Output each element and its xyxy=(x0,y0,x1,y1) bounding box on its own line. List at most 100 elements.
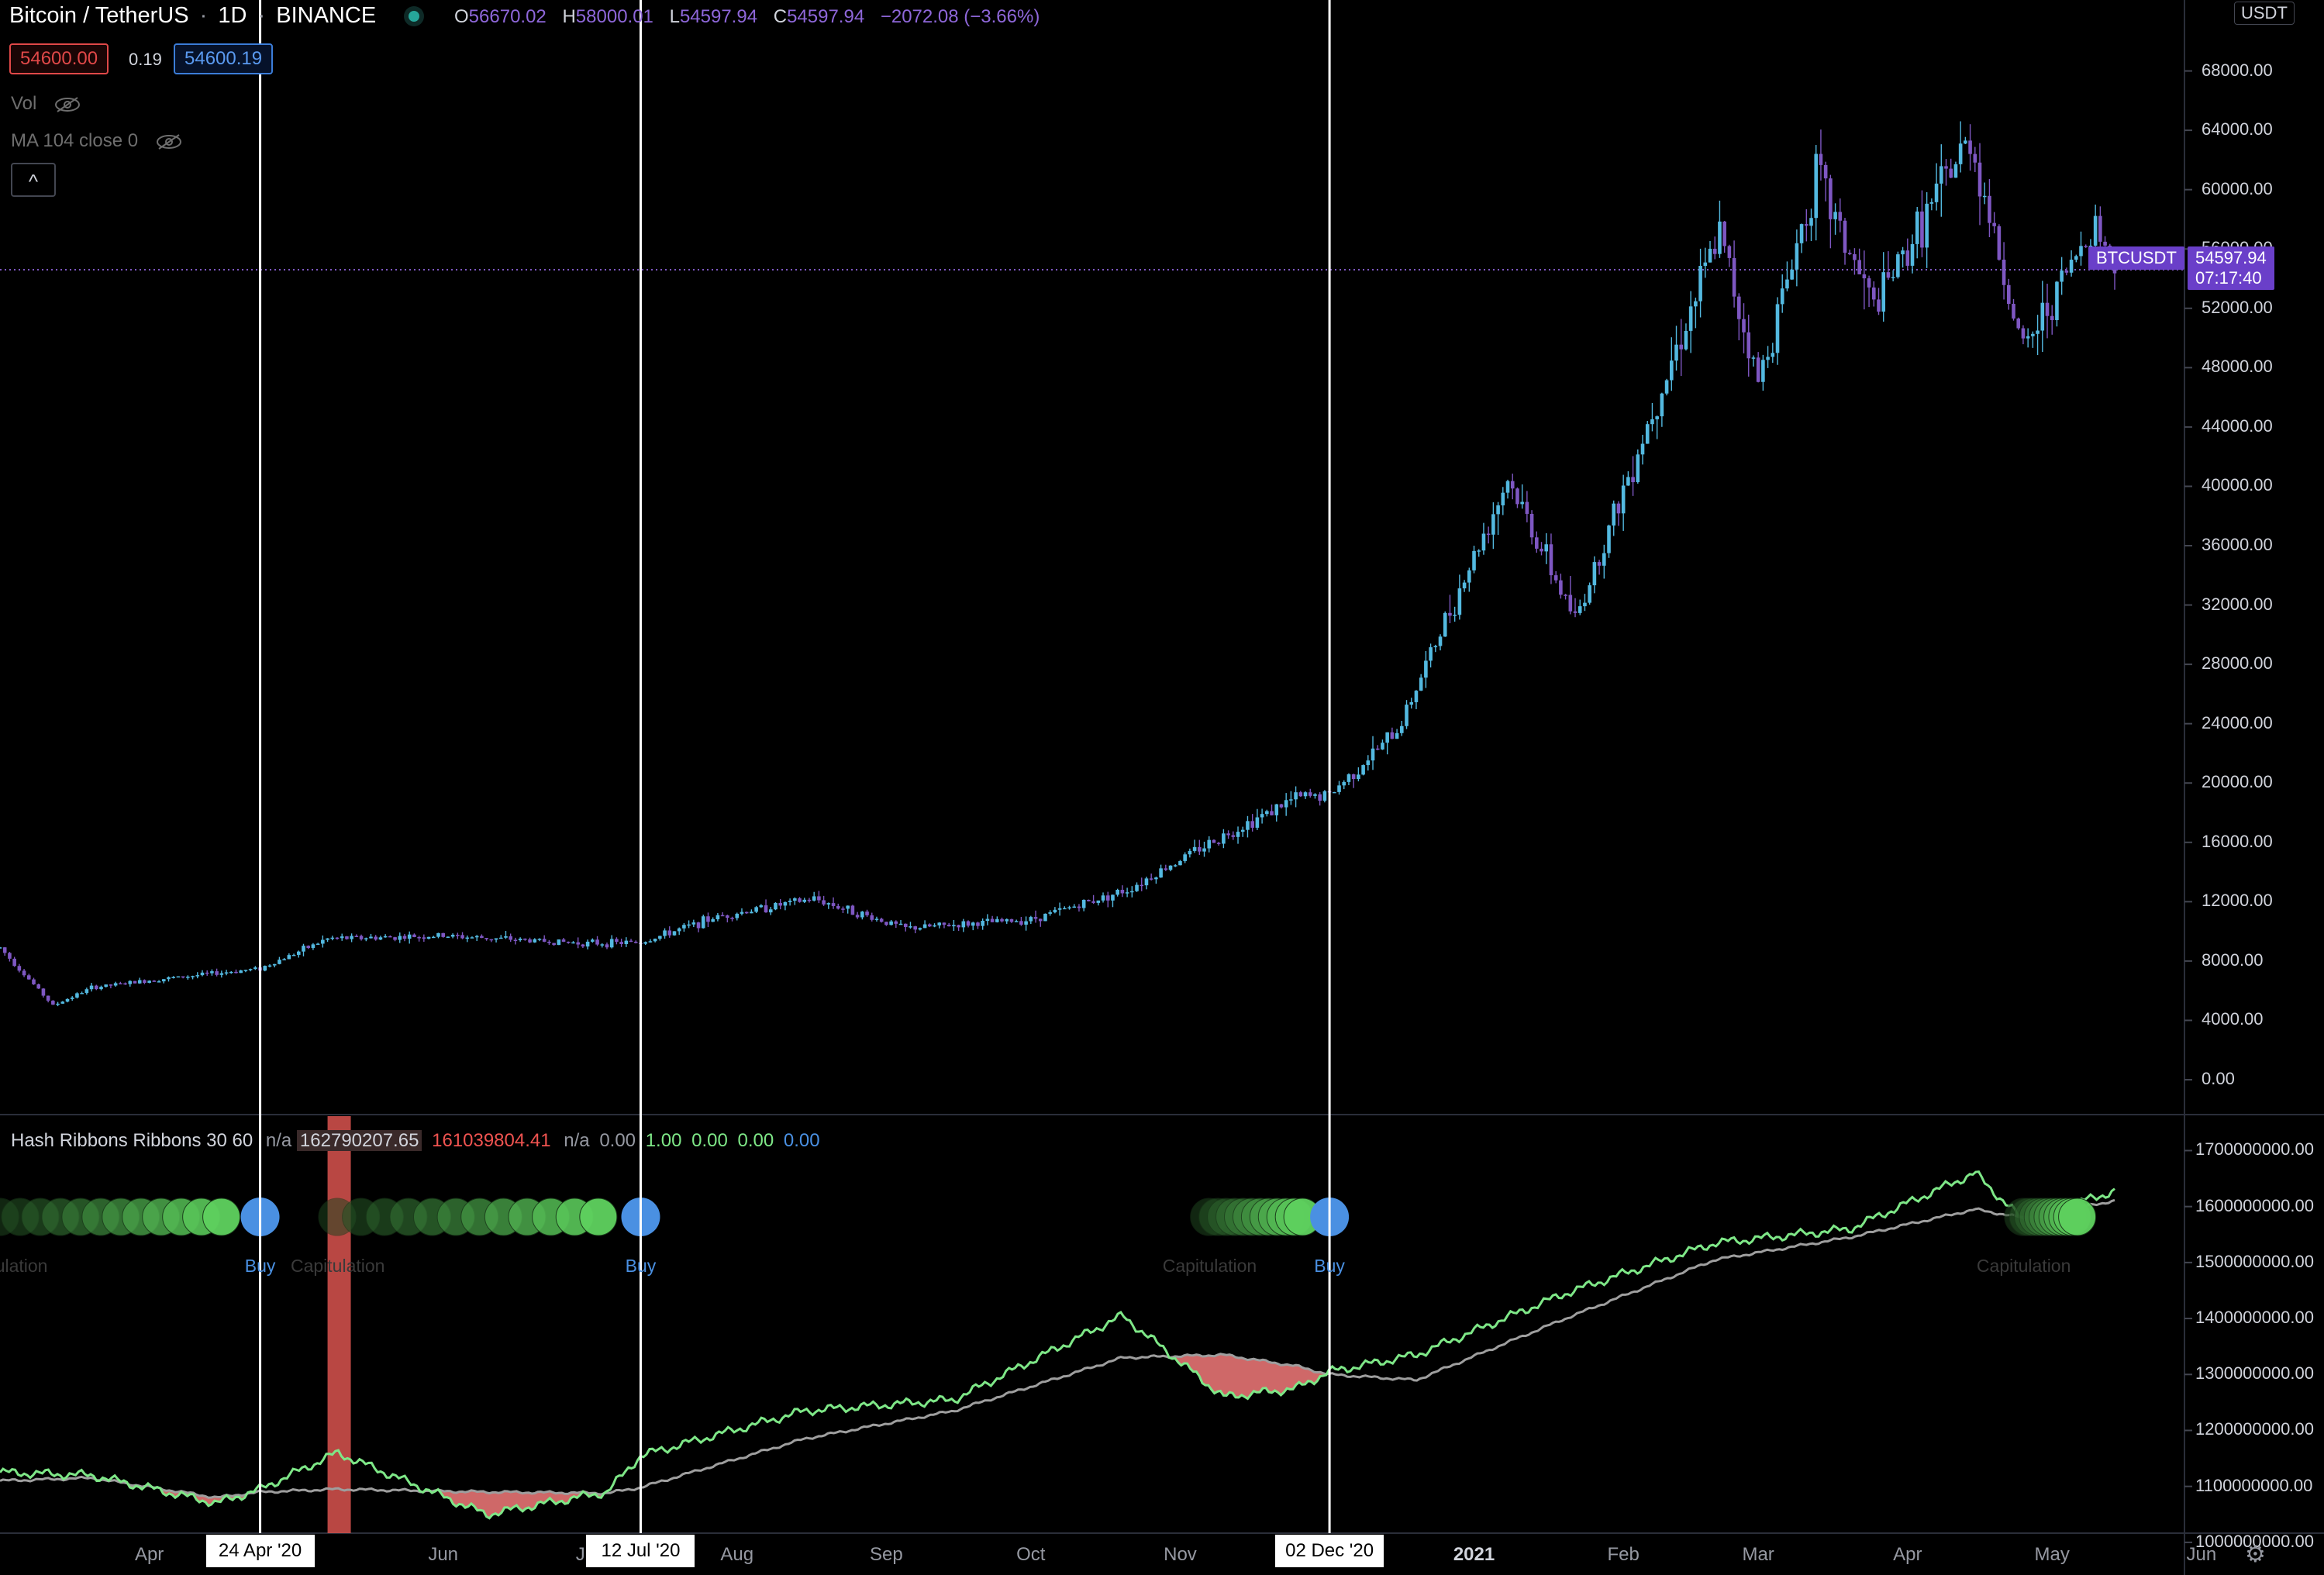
candle-body xyxy=(1144,878,1149,886)
candle-body xyxy=(2103,241,2107,246)
candle-body xyxy=(1843,220,1847,253)
candle-body xyxy=(99,987,103,990)
candle-body xyxy=(1322,791,1327,801)
candle-body xyxy=(1814,153,1819,219)
symbol-name[interactable]: Bitcoin / TetherUS xyxy=(9,3,189,28)
candle-body xyxy=(1115,890,1119,895)
candle-body xyxy=(1829,178,1833,219)
candle-body xyxy=(533,939,537,943)
candle-body xyxy=(903,923,908,927)
candle-body xyxy=(1207,839,1212,849)
candle-body xyxy=(922,924,927,929)
currency-badge[interactable]: USDT xyxy=(2234,2,2295,25)
candle-body xyxy=(465,937,470,939)
price-tick-label: 36000.00 xyxy=(2202,535,2273,554)
price-tick-label: 16000.00 xyxy=(2202,831,2273,851)
candle-body xyxy=(894,921,898,924)
candle-body xyxy=(715,915,720,919)
candle-body xyxy=(585,941,590,947)
candle-body xyxy=(865,912,869,915)
candle-body xyxy=(1038,918,1043,922)
settings-gear-icon[interactable]: ⚙ xyxy=(2245,1542,2266,1567)
price-tick-label: 0.00 xyxy=(2202,1069,2235,1088)
candle-body xyxy=(89,985,94,990)
candle-body xyxy=(1992,222,1996,226)
candle-body xyxy=(1886,272,1891,278)
candle-body xyxy=(0,947,2,949)
candle-body xyxy=(1240,829,1245,832)
candle-body xyxy=(928,924,932,927)
candle-body xyxy=(1901,250,1905,255)
candle-body xyxy=(1308,792,1312,796)
eye-hidden-icon[interactable] xyxy=(54,96,81,113)
date-marker-label: 02 Dec '20 xyxy=(1275,1535,1384,1567)
hash-tick-label: 1500000000.00 xyxy=(2195,1251,2314,1271)
candle-body xyxy=(860,912,864,918)
candle-body xyxy=(263,966,267,971)
candle-body xyxy=(841,908,845,910)
price-tick-label: 52000.00 xyxy=(2202,297,2273,317)
candle-body xyxy=(1265,811,1269,815)
last-price-value: 54597.94 xyxy=(2195,248,2267,267)
candle-body xyxy=(267,965,272,967)
candle-body xyxy=(128,980,133,984)
price-tick-label: 8000.00 xyxy=(2202,949,2264,970)
candle-body xyxy=(1795,243,1799,270)
candle-body xyxy=(1313,794,1317,796)
candle-body xyxy=(340,936,344,939)
price-tick-label: 24000.00 xyxy=(2202,712,2273,732)
eye-hidden-icon[interactable] xyxy=(156,133,182,150)
candle-body xyxy=(946,925,951,927)
candle-body xyxy=(1645,424,1650,444)
candle-body xyxy=(1236,832,1240,837)
candle-body xyxy=(296,951,301,955)
candle-body xyxy=(41,988,46,996)
candle-body xyxy=(643,942,647,944)
hash-tick-label: 1400000000.00 xyxy=(2195,1308,2314,1328)
capitulation-bar xyxy=(327,1116,351,1533)
interval[interactable]: 1D xyxy=(218,3,247,28)
capitulation-label: Capitulation xyxy=(1976,1256,2071,1276)
hash-ribbons-legend[interactable]: Hash Ribbons Ribbons 30 60 n/a 162790207… xyxy=(11,1130,820,1151)
buy-button[interactable]: 54600.19 xyxy=(174,43,274,74)
collapse-indicators-button[interactable]: ^ xyxy=(11,163,56,197)
candle-body xyxy=(1833,212,1837,219)
candle-body xyxy=(1192,846,1197,851)
candle-body xyxy=(302,946,305,952)
candle-body xyxy=(846,905,850,909)
candle-body xyxy=(879,918,884,922)
candle-body xyxy=(335,937,340,939)
price-tick-label: 48000.00 xyxy=(2202,357,2273,377)
candle-body xyxy=(1400,725,1404,733)
price-tick-label: 32000.00 xyxy=(2202,594,2273,614)
candle-body xyxy=(1067,907,1071,909)
candle-body xyxy=(1771,353,1775,357)
candle-body xyxy=(1260,814,1264,818)
candle-body xyxy=(282,959,286,960)
candle-body xyxy=(1390,732,1395,739)
candle-body xyxy=(1164,868,1168,870)
candle-body xyxy=(561,939,566,942)
candle-body xyxy=(855,915,860,918)
buy-label: Buy xyxy=(1314,1256,1345,1276)
countdown-value: 07:17:40 xyxy=(2195,268,2262,288)
candle-body xyxy=(976,922,980,926)
vol-indicator[interactable]: Vol xyxy=(11,93,81,115)
symbol-title[interactable]: Bitcoin / TetherUS · 1D · BINANCE xyxy=(9,3,424,29)
candle-body xyxy=(388,936,392,938)
candle-body xyxy=(65,998,70,1002)
candle-body xyxy=(990,918,995,922)
low-value: 54597.94 xyxy=(679,6,758,27)
candle-body xyxy=(937,922,942,925)
candle-body xyxy=(1231,835,1236,837)
candle-body xyxy=(798,898,802,902)
buy-label: Buy xyxy=(625,1256,657,1276)
candle-body xyxy=(1660,393,1664,417)
candle-body xyxy=(624,940,629,944)
candle-body xyxy=(619,942,623,944)
candle-body xyxy=(1742,319,1746,333)
candle-body xyxy=(248,969,253,970)
sell-button[interactable]: 54600.00 xyxy=(9,43,109,74)
ma-indicator[interactable]: MA 104 close 0 xyxy=(11,130,182,152)
